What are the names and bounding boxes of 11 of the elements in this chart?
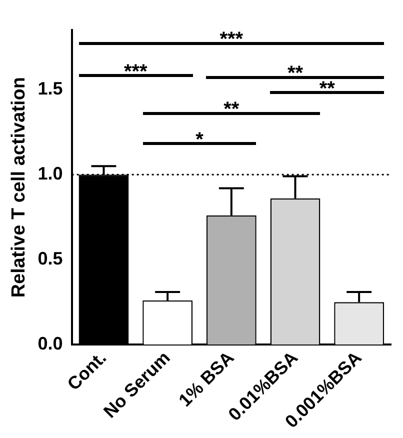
annotation: * — [196, 128, 204, 151]
annotation: ** — [224, 98, 240, 120]
y-tick-label: 0.0 — [38, 334, 63, 354]
y-tick-label: 1.5 — [38, 78, 63, 99]
y-tick-label: 1.0 — [38, 164, 63, 184]
annotation: ** — [287, 62, 304, 85]
y-axis-title: Relative T cell activation — [8, 76, 30, 298]
y-tick-label: 0.5 — [38, 248, 63, 269]
annotation: ** — [319, 78, 336, 100]
annotation: *** — [124, 60, 148, 83]
annotation: *** — [220, 28, 244, 51]
